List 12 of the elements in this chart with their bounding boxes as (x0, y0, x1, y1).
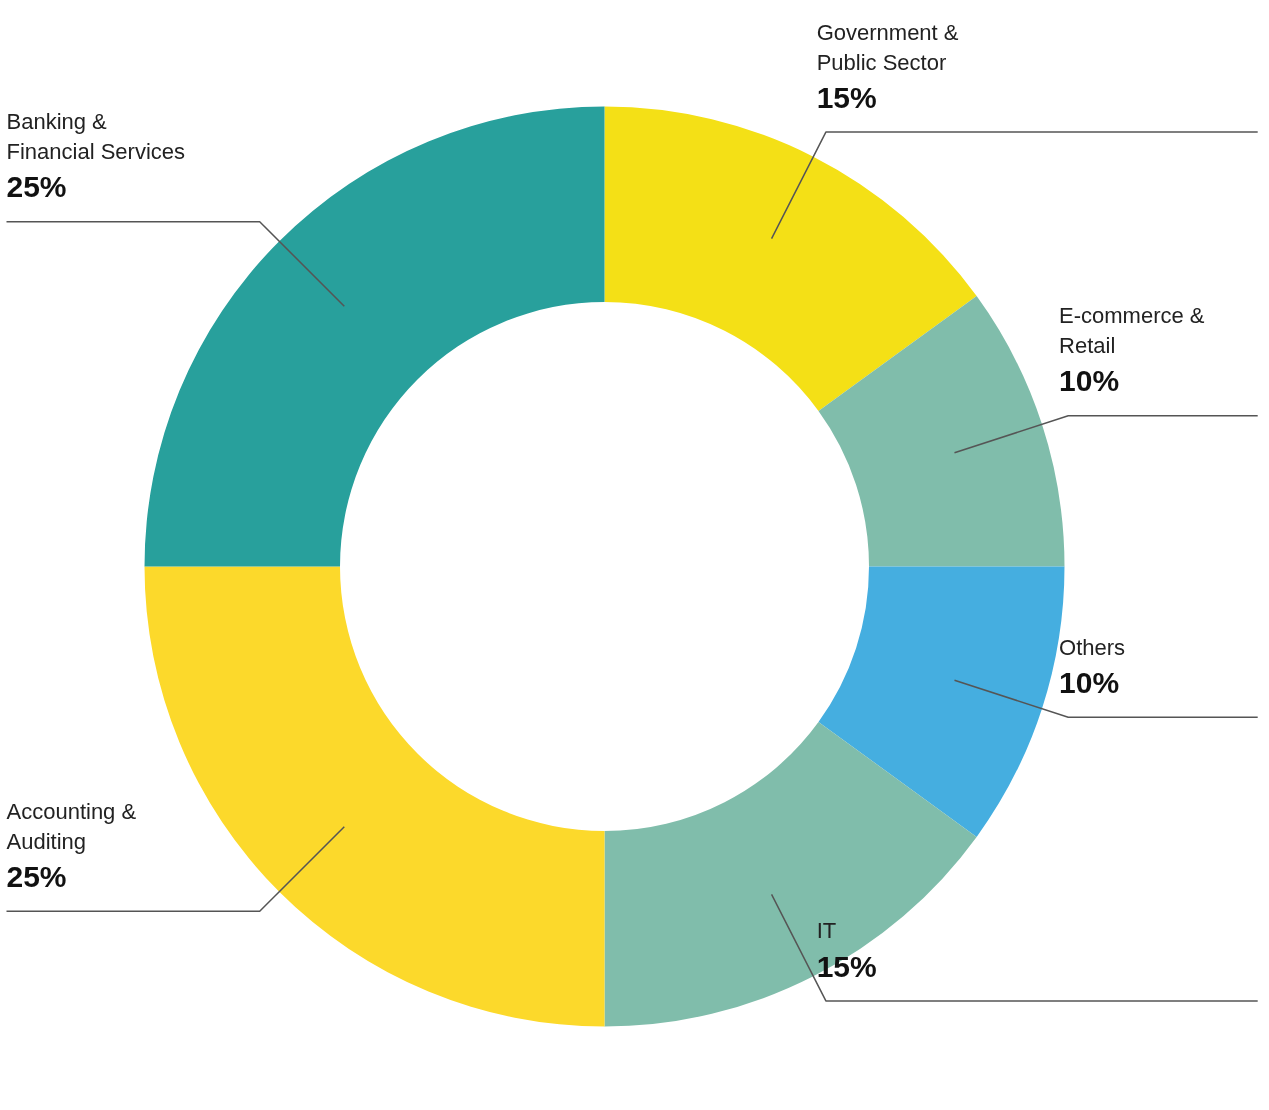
slice-label: Others (1059, 634, 1126, 660)
slice-label: Banking & Financial Services (6, 109, 186, 165)
data-label: 25% (6, 170, 67, 204)
slice-label: E-commerce & Retail (1059, 303, 1205, 359)
slice-label: IT (816, 918, 837, 944)
data-label: 15% (816, 949, 877, 983)
slice-label: Accounting & Auditing (6, 798, 137, 854)
data-label: 10% (1059, 665, 1120, 699)
data-label: 10% (1059, 364, 1120, 398)
slice-label: Government & Public Sector (816, 19, 959, 75)
data-label: 15% (816, 80, 877, 114)
data-label: 25% (6, 859, 67, 893)
